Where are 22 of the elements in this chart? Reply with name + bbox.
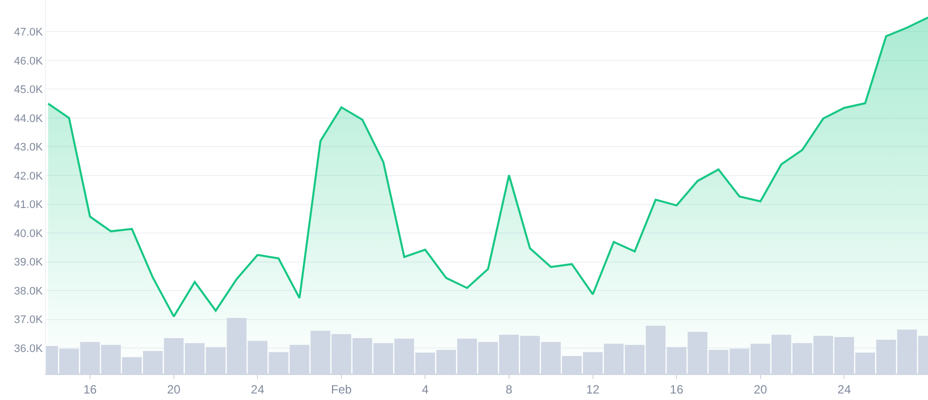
x-tick-label: 4	[422, 382, 429, 396]
y-tick-label: 38.0K	[14, 285, 44, 298]
x-tick-label: 16	[670, 382, 684, 396]
y-tick-label: 42.0K	[14, 170, 44, 182]
y-tick-label: 40.0K	[14, 228, 44, 240]
y-tick-label: 47.0K	[14, 26, 44, 38]
x-tick-label: 24	[250, 382, 265, 396]
x-tick-label: 16	[83, 382, 97, 396]
x-tick-label: 12	[586, 382, 600, 396]
y-tick-label: 39.0K	[14, 256, 44, 269]
y-tick-label: 44.0K	[14, 112, 44, 125]
x-tick-label: Feb	[331, 382, 352, 396]
x-tick-label: 20	[167, 382, 181, 396]
y-tick-label: 46.0K	[14, 55, 44, 68]
y-tick-label: 41.0K	[14, 199, 44, 212]
y-tick-label: 37.0K	[14, 314, 44, 326]
x-tick-label: 8	[506, 382, 513, 396]
y-tick-label: 43.0K	[14, 142, 44, 154]
x-tick-label: 20	[754, 382, 768, 396]
x-tick-label: 24	[838, 382, 852, 396]
y-tick-label: 45.0K	[14, 84, 44, 96]
y-tick-label: 36.0K	[14, 342, 44, 355]
